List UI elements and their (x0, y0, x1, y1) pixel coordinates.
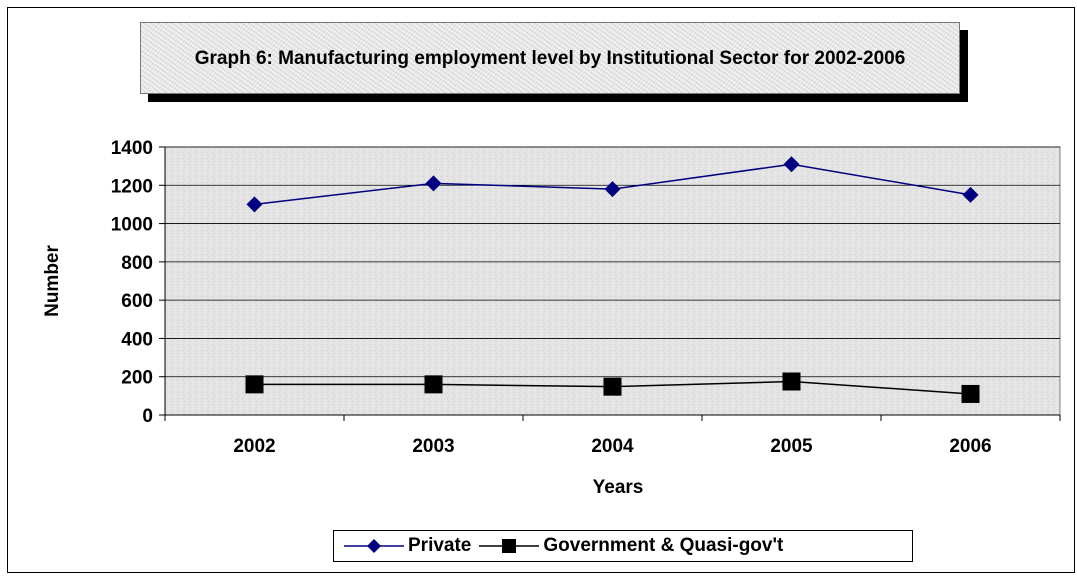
square-marker-icon (479, 539, 540, 553)
data-point-government (245, 375, 264, 394)
y-tick-label: 200 (121, 368, 153, 389)
legend: Private Government & Quasi-gov't (333, 530, 913, 562)
y-tick-label: 0 (142, 406, 153, 427)
x-tick-label: 2006 (949, 436, 991, 457)
data-point-government (424, 375, 443, 394)
y-axis-label: Number (42, 245, 63, 317)
x-tick-label: 2002 (233, 436, 275, 457)
data-point-private (962, 186, 979, 203)
y-tick-label: 1400 (111, 138, 153, 159)
data-point-government (603, 377, 622, 396)
x-axis-label: Years (593, 477, 644, 498)
data-point-private (246, 196, 263, 213)
x-tick-label: 2004 (591, 436, 634, 457)
x-tick-label: 2005 (770, 436, 813, 457)
chart-title: Graph 6: Manufacturing employment level … (194, 47, 906, 69)
chart-title-box: Graph 6: Manufacturing employment level … (140, 22, 960, 94)
legend-label-private: Private (408, 535, 472, 556)
data-point-government (961, 384, 980, 403)
x-tick-label: 2003 (412, 436, 454, 457)
data-point-private (604, 181, 621, 198)
data-point-private (425, 175, 442, 192)
legend-item-private: Private (344, 535, 471, 557)
y-tick-label: 1200 (111, 176, 153, 197)
diamond-marker-icon (344, 539, 404, 553)
y-tick-label: 400 (121, 329, 153, 350)
legend-label-government: Government & Quasi-gov't (543, 535, 784, 556)
legend-item-government: Government & Quasi-gov't (479, 535, 783, 557)
y-tick-label: 1000 (111, 215, 153, 236)
y-tick-label: 600 (121, 291, 153, 312)
data-point-private (783, 156, 800, 173)
y-tick-label: 800 (121, 253, 153, 274)
data-point-government (782, 372, 801, 391)
